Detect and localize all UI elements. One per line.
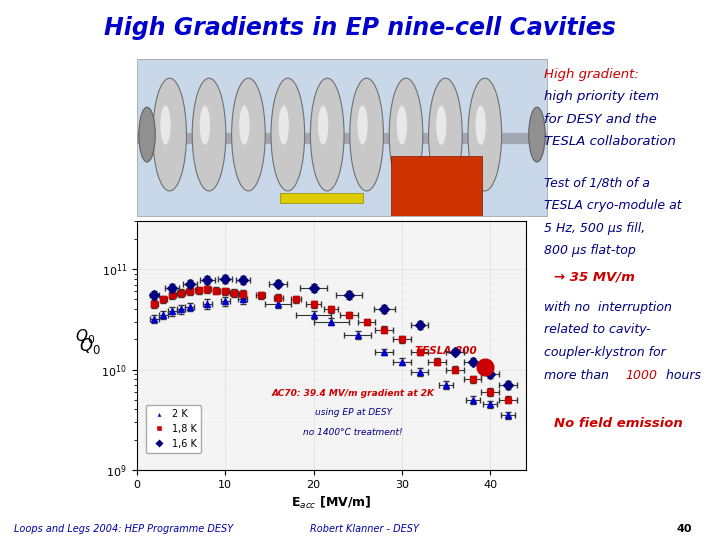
Legend: 2 K, 1,8 K, 1,6 K: 2 K, 1,8 K, 1,6 K: [145, 405, 201, 453]
Ellipse shape: [528, 107, 545, 162]
Y-axis label: Q$_0$: Q$_0$: [75, 327, 95, 346]
Ellipse shape: [161, 106, 171, 145]
Text: high priority item: high priority item: [544, 90, 659, 103]
Ellipse shape: [350, 78, 384, 191]
Text: TESLA cryo-module at: TESLA cryo-module at: [544, 199, 681, 212]
Text: for DESY and the: for DESY and the: [544, 112, 657, 126]
Text: AC70: 39.4 MV/m gradient at 2K: AC70: 39.4 MV/m gradient at 2K: [271, 389, 435, 397]
Text: 5 Hz, 500 μs fill,: 5 Hz, 500 μs fill,: [544, 221, 645, 235]
Text: using EP at DESY: using EP at DESY: [315, 408, 392, 417]
Ellipse shape: [199, 106, 210, 145]
Ellipse shape: [357, 106, 368, 145]
Ellipse shape: [271, 78, 305, 191]
Ellipse shape: [428, 78, 462, 191]
Ellipse shape: [232, 78, 265, 191]
FancyBboxPatch shape: [391, 157, 482, 216]
Text: High gradient:: High gradient:: [544, 68, 639, 82]
Text: 40: 40: [677, 524, 693, 534]
Text: → 35 MV/m: → 35 MV/m: [554, 271, 635, 284]
Ellipse shape: [397, 106, 407, 145]
Text: related to cavity-: related to cavity-: [544, 323, 650, 336]
Text: with no  interruption: with no interruption: [544, 300, 672, 314]
Text: Loops and Legs 2004: HEP Programme DESY: Loops and Legs 2004: HEP Programme DESY: [14, 524, 234, 534]
Text: more than: more than: [544, 369, 613, 382]
Text: Robert Klanner - DESY: Robert Klanner - DESY: [310, 524, 418, 534]
FancyBboxPatch shape: [281, 192, 363, 204]
Ellipse shape: [390, 78, 423, 191]
Ellipse shape: [139, 107, 156, 162]
Ellipse shape: [239, 106, 249, 145]
Text: Test of 1/8th of a: Test of 1/8th of a: [544, 176, 649, 190]
Text: $Q_0$: $Q_0$: [79, 335, 101, 356]
Ellipse shape: [279, 106, 289, 145]
Ellipse shape: [192, 78, 226, 191]
Text: TESLA collaboration: TESLA collaboration: [544, 135, 675, 148]
Ellipse shape: [310, 78, 344, 191]
Text: no 1400°C treatment!: no 1400°C treatment!: [303, 428, 403, 437]
Ellipse shape: [476, 106, 486, 145]
Text: coupler-klystron for: coupler-klystron for: [544, 346, 665, 359]
Text: 1000: 1000: [625, 369, 657, 382]
Ellipse shape: [153, 78, 186, 191]
X-axis label: E$_{acc}$ [MV/m]: E$_{acc}$ [MV/m]: [291, 495, 372, 511]
Text: 800 μs flat-top: 800 μs flat-top: [544, 244, 635, 258]
Text: No field emission: No field emission: [554, 416, 683, 430]
Text: TESLA 800: TESLA 800: [415, 347, 477, 356]
Text: hours: hours: [662, 369, 701, 382]
Text: High Gradients in EP nine-cell Cavities: High Gradients in EP nine-cell Cavities: [104, 16, 616, 40]
Ellipse shape: [318, 106, 328, 145]
Ellipse shape: [468, 78, 502, 191]
Ellipse shape: [436, 106, 446, 145]
